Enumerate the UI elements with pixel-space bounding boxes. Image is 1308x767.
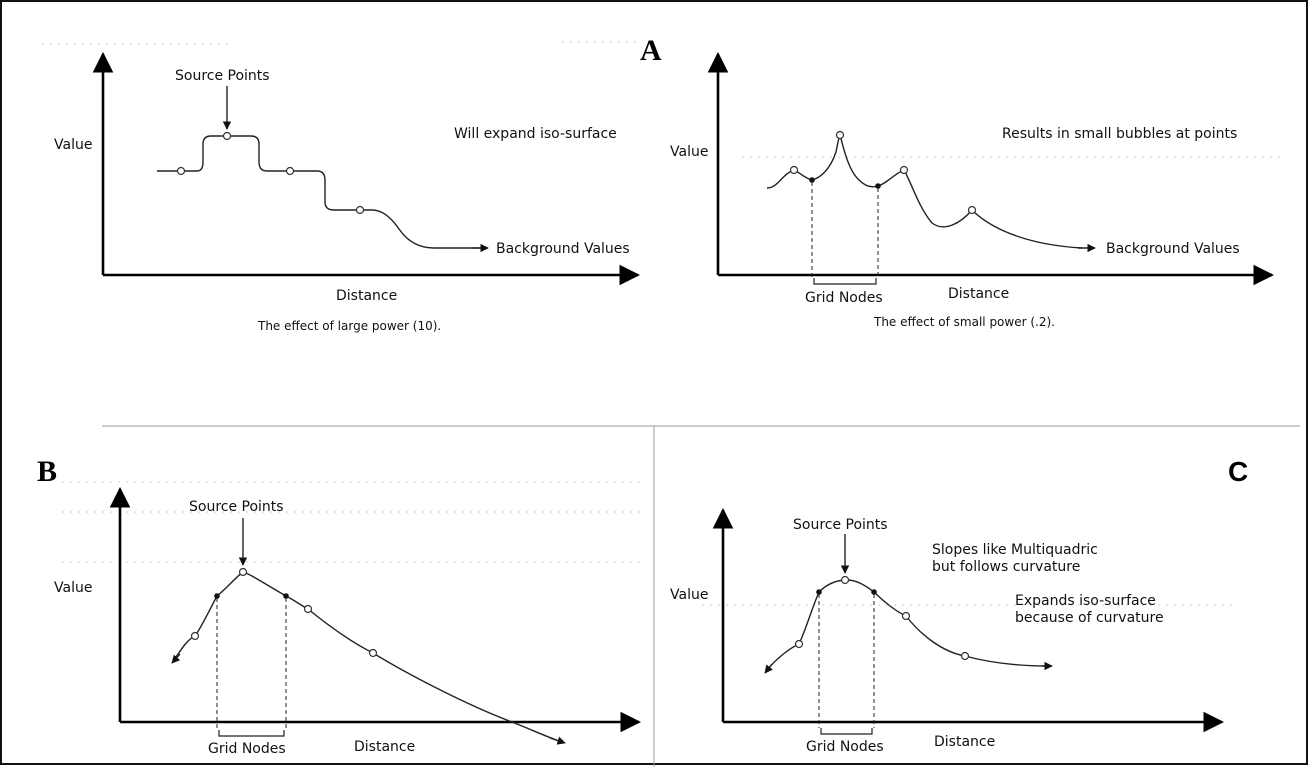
source-point bbox=[176, 166, 186, 176]
source-point bbox=[789, 165, 799, 175]
source-point bbox=[967, 205, 977, 215]
note-label: Will expand iso-surface bbox=[454, 126, 617, 142]
grid-node bbox=[816, 589, 822, 595]
curve-c bbox=[766, 579, 1049, 671]
expands-note-line1: Expands iso-surface bbox=[1015, 593, 1156, 609]
note-label: Results in small bubbles at points bbox=[1002, 126, 1237, 142]
source-point bbox=[368, 648, 378, 658]
value-label: Value bbox=[670, 587, 708, 603]
background-values-label: Background Values bbox=[1106, 241, 1240, 257]
panel-b: B Source Points Value Grid Nodes Distanc… bbox=[37, 455, 642, 757]
panel-c-letter: C bbox=[1228, 456, 1248, 487]
caption-label: The effect of large power (10). bbox=[257, 319, 441, 333]
grid-nodes-brace bbox=[820, 728, 873, 735]
source-point bbox=[238, 567, 248, 577]
value-label: Value bbox=[54, 580, 92, 596]
source-point bbox=[222, 131, 232, 141]
background-noise bbox=[42, 41, 1282, 606]
source-points-label: Source Points bbox=[793, 517, 888, 533]
source-point bbox=[840, 575, 850, 585]
source-point bbox=[285, 166, 295, 176]
slopes-note-line2: but follows curvature bbox=[932, 559, 1080, 575]
curve-right-arrow bbox=[549, 736, 566, 745]
panel-c: C Source Points Value Slopes like Multiq… bbox=[670, 456, 1248, 755]
grid-node bbox=[875, 183, 881, 189]
grid-nodes-label: Grid Nodes bbox=[208, 741, 286, 757]
blank-patch bbox=[499, 332, 773, 398]
panel-b-letter: B bbox=[37, 455, 57, 488]
curve-b bbox=[173, 571, 563, 743]
curve-left-arrow bbox=[764, 663, 773, 674]
source-point bbox=[303, 604, 313, 614]
source-points-label: Source Points bbox=[175, 68, 270, 84]
curve-small-power bbox=[766, 133, 1083, 249]
curve-large-power bbox=[157, 135, 482, 249]
source-point bbox=[901, 611, 911, 621]
background-values-label: Background Values bbox=[496, 241, 630, 257]
source-points-label: Source Points bbox=[189, 499, 284, 515]
panel-a: A Source Points Value Will expand iso-su… bbox=[54, 34, 1275, 333]
source-point bbox=[899, 165, 909, 175]
source-point bbox=[960, 651, 970, 661]
distance-label: Distance bbox=[336, 288, 397, 304]
source-point bbox=[355, 205, 365, 215]
curve-left-arrow bbox=[171, 653, 181, 664]
panel-a-left-plot: Source Points Value Will expand iso-surf… bbox=[54, 51, 641, 333]
grid-node bbox=[283, 593, 289, 599]
grid-node bbox=[871, 589, 877, 595]
source-point bbox=[794, 639, 804, 649]
caption-label: The effect of small power (.2). bbox=[873, 315, 1055, 329]
panel-a-right-plot: Value Results in small bubbles at points… bbox=[670, 51, 1275, 329]
grid-node bbox=[809, 177, 815, 183]
grid-node bbox=[214, 593, 220, 599]
source-point bbox=[190, 631, 200, 641]
value-label: Value bbox=[54, 137, 92, 153]
expands-note-line2: because of curvature bbox=[1015, 610, 1164, 626]
grid-nodes-brace bbox=[218, 730, 285, 737]
slopes-note-line1: Slopes like Multiquadric bbox=[932, 542, 1098, 558]
grid-nodes-label: Grid Nodes bbox=[805, 290, 883, 306]
grid-nodes-brace bbox=[813, 278, 877, 285]
distance-label: Distance bbox=[934, 734, 995, 750]
value-label: Value bbox=[670, 144, 708, 160]
source-point bbox=[835, 130, 845, 140]
grid-nodes-label: Grid Nodes bbox=[806, 739, 884, 755]
distance-label: Distance bbox=[354, 739, 415, 755]
panel-a-letter: A bbox=[640, 34, 662, 67]
distance-label: Distance bbox=[948, 286, 1009, 302]
